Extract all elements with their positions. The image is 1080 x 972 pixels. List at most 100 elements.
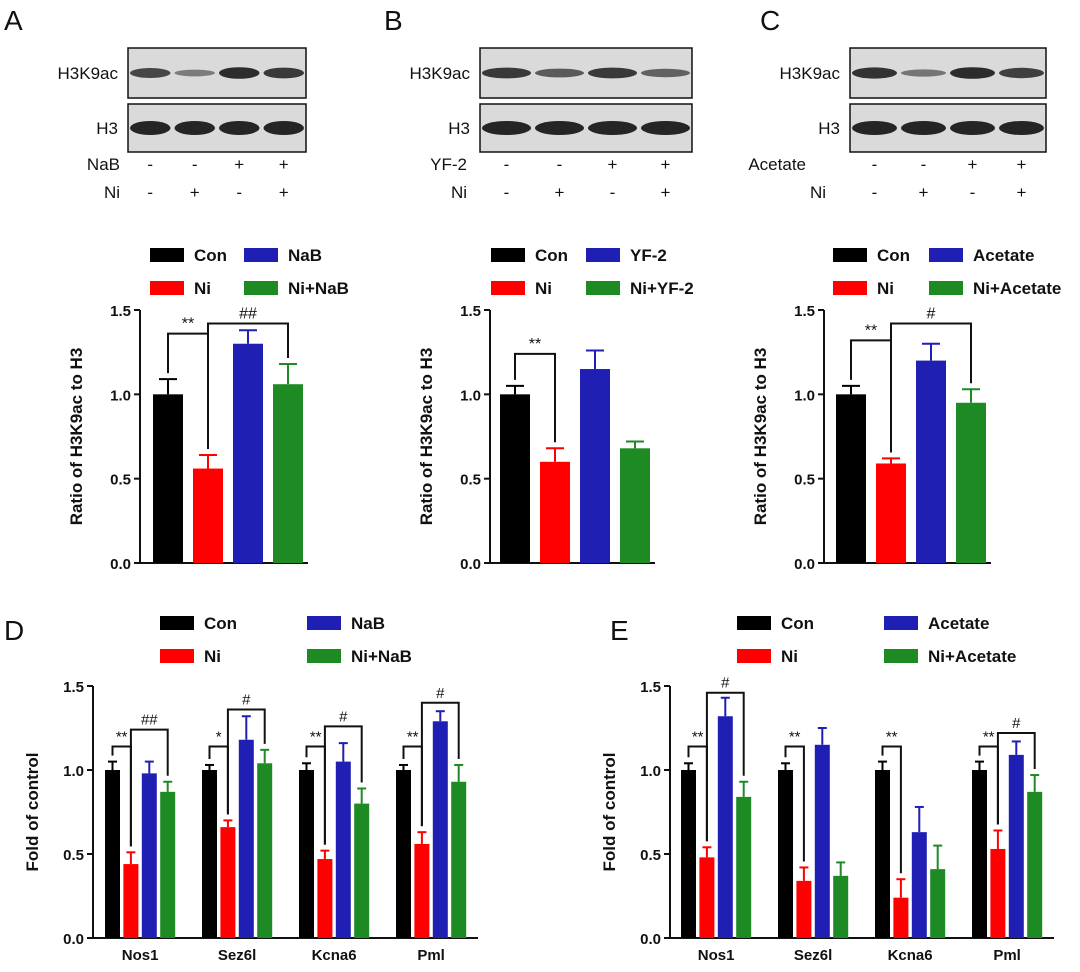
legend-label: Ni+YF-2 [630, 279, 694, 298]
ni-sign: + [661, 183, 671, 202]
legend-label: Con [204, 614, 237, 633]
ni-sign: + [919, 183, 929, 202]
bar-nab [335, 761, 351, 938]
legend-swatch [929, 281, 963, 295]
blot-band [588, 121, 637, 135]
chart-panel-1: Con NaB Ni Ni+NaB 0.0 0.5 1.0 1.5 Ratio of H3K9a… [67, 246, 349, 573]
y-tick-label: 1.0 [63, 763, 84, 780]
bar-nab [238, 739, 254, 938]
significance-label: ** [789, 728, 801, 745]
blot-band [130, 121, 171, 135]
blot-row-label: H3 [96, 119, 118, 138]
bar-con [972, 770, 987, 938]
bar-ni-nab [354, 803, 370, 938]
legend-label: Ni [877, 279, 894, 298]
chart-panel-2: Con YF-2 Ni Ni+YF-2 0.0 0.5 1.0 1.5 Ratio of H3K… [417, 246, 694, 573]
legend-label: Acetate [928, 614, 989, 633]
blot-band [852, 121, 897, 135]
legend-label: Ni [535, 279, 552, 298]
legend-label: Con [877, 246, 910, 265]
treatment-label: Acetate [748, 155, 806, 174]
y-tick-label: 1.5 [110, 303, 131, 320]
significance-label: # [1012, 715, 1021, 732]
panel-letter: A [4, 5, 23, 36]
ni-sign: - [236, 183, 242, 202]
bar-ni-nab [451, 781, 467, 938]
significance-bracket [705, 691, 745, 842]
blot-band [174, 69, 215, 77]
y-tick-label: 0.5 [110, 472, 131, 489]
blot-band [950, 121, 995, 135]
blot-band [535, 68, 584, 78]
significance-bracket [784, 745, 805, 862]
bar-ni-nab [273, 384, 303, 563]
y-tick-label: 0.0 [460, 556, 481, 573]
x-tick-label: Nos1 [698, 947, 735, 964]
bar-ni [123, 864, 139, 938]
significance-label: ** [407, 728, 419, 745]
blot-band [535, 121, 584, 135]
y-tick-label: 0.5 [640, 847, 661, 864]
treatment-label: YF-2 [430, 155, 467, 174]
legend-swatch [150, 248, 184, 262]
ni-sign: - [872, 183, 878, 202]
blot-row-label: H3K9ac [780, 64, 841, 83]
bar-con [153, 394, 183, 563]
bar-con [202, 770, 217, 938]
legend-label: Ni [781, 647, 798, 666]
bar-ni [990, 848, 1006, 938]
y-axis-label: Fold of control [600, 753, 619, 872]
y-tick-label: 1.5 [460, 303, 481, 320]
significance-label: ** [983, 728, 995, 745]
significance-label: # [436, 685, 445, 702]
ni-label: Ni [810, 183, 826, 202]
chart-panel-3: Con Acetate Ni Ni+Acetate 0.0 0.5 1.0 1.5 Ratio … [751, 246, 1061, 573]
x-tick-label: Pml [417, 947, 445, 964]
x-tick-label: Kcna6 [312, 947, 357, 964]
chart-panel-4: D Con NaB Ni Ni+NaB 0.0 0.5 1.0 1.5 Fold of contr… [4, 614, 478, 964]
significance-bracket [881, 745, 902, 874]
x-tick-label: Sez6l [794, 947, 832, 964]
bar-ni [414, 843, 430, 938]
legend-swatch [160, 649, 194, 663]
legend-swatch [737, 649, 771, 663]
significance-label: * [216, 728, 222, 745]
x-tick-label: Sez6l [218, 947, 256, 964]
x-tick-label: Pml [993, 947, 1021, 964]
treatment-sign: - [504, 155, 510, 174]
y-tick-label: 0.5 [63, 847, 84, 864]
blot-band [999, 121, 1044, 135]
bar-ni-nab [160, 791, 176, 938]
chart-panel-5: E Con Acetate Ni Ni+Acetate 0.0 0.5 1.0 1.5 Fold … [600, 614, 1054, 964]
y-tick-label: 1.5 [63, 679, 84, 696]
y-axis-label: Ratio of H3K9ac to H3 [751, 348, 770, 526]
ni-sign: + [279, 183, 289, 202]
bar-ni [540, 461, 570, 563]
blot-band [263, 67, 304, 79]
significance-label: # [339, 708, 348, 725]
treatment-sign: + [279, 155, 289, 174]
significance-label: ** [865, 322, 877, 339]
y-tick-label: 1.5 [794, 303, 815, 320]
significance-label: ** [886, 728, 898, 745]
ni-sign: - [970, 183, 976, 202]
blot-row-label: H3K9ac [410, 64, 471, 83]
legend-swatch [244, 248, 278, 262]
treatment-sign: - [147, 155, 153, 174]
legend-label: Ni+Acetate [973, 279, 1061, 298]
legend-swatch [737, 616, 771, 630]
legend-swatch [586, 281, 620, 295]
legend-swatch [586, 248, 620, 262]
significance-label: ** [182, 316, 194, 333]
ni-sign: + [190, 183, 200, 202]
bar-ni [876, 463, 906, 563]
blot-band [999, 67, 1044, 79]
treatment-sign: - [557, 155, 563, 174]
blot-band [641, 68, 690, 78]
y-axis-label: Ratio of H3K9ac to H3 [417, 348, 436, 526]
legend-label: Ni+Acetate [928, 647, 1016, 666]
bar-ni [193, 468, 223, 563]
significance-bracket [129, 728, 169, 847]
bar-ni-yf-2 [620, 448, 650, 563]
